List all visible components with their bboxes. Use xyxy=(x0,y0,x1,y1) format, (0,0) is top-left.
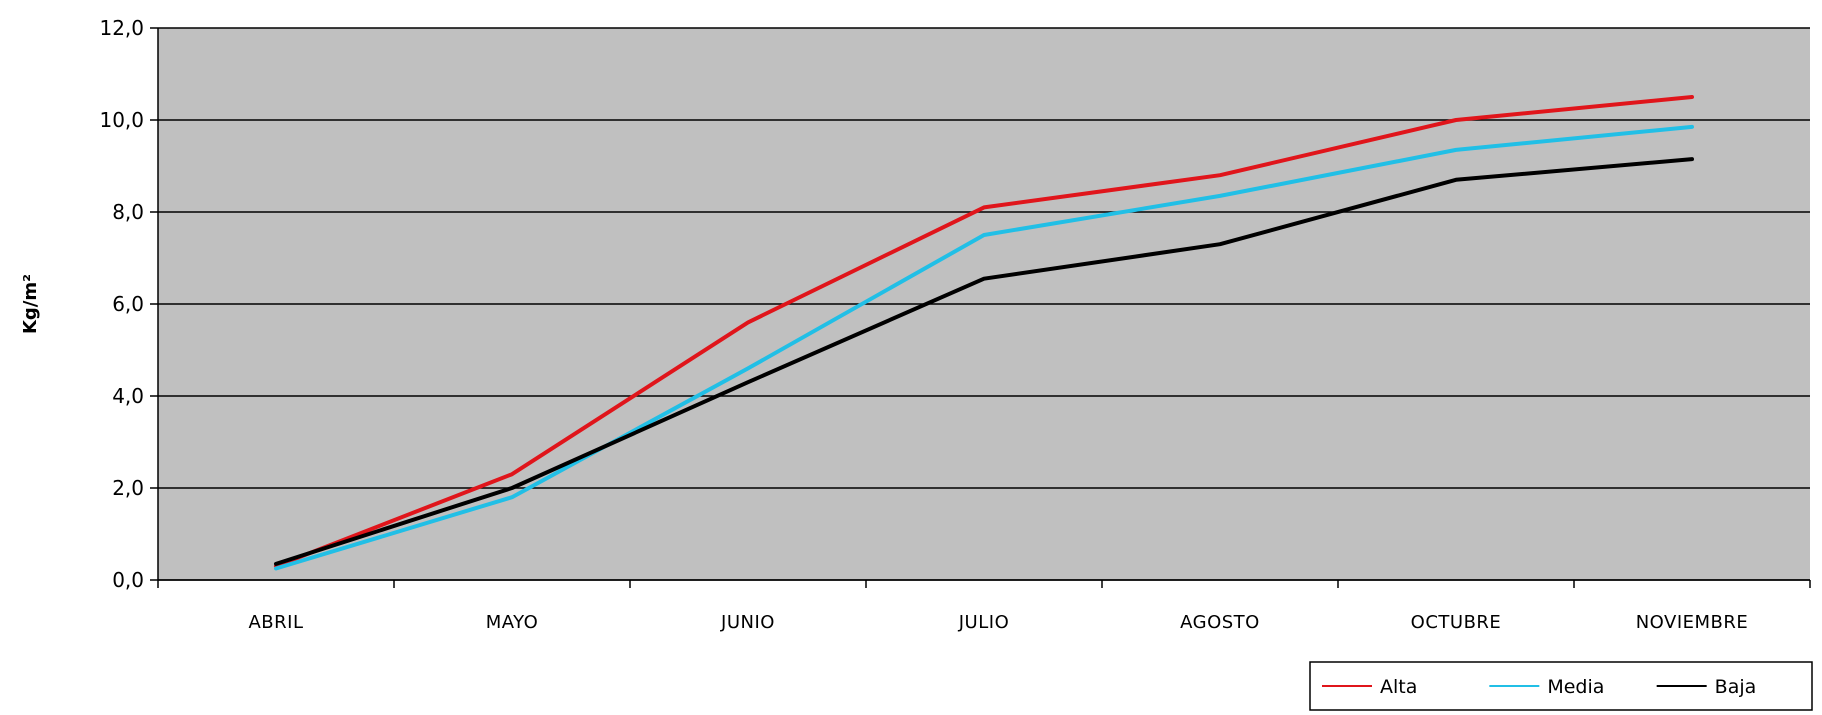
x-tick-label: OCTUBRE xyxy=(1411,612,1502,633)
x-tick-label: NOVIEMBRE xyxy=(1636,612,1749,633)
y-tick-label: 4,0 xyxy=(112,384,144,408)
y-tick-label: 0,0 xyxy=(112,568,144,592)
y-tick-label: 6,0 xyxy=(112,292,144,316)
x-tick-label: MAYO xyxy=(486,612,539,633)
x-tick-label: JULIO xyxy=(958,612,1010,633)
x-tick-label: JUNIO xyxy=(720,612,775,633)
x-axis-ticks: ABRIL MAYO JUNIO JULIO AGOSTO OCTUBRE NOVIEMBR… xyxy=(157,580,1811,633)
legend-label-media: Media xyxy=(1547,676,1604,698)
y-axis-label: Kg/m² xyxy=(20,274,41,334)
series-line-baja xyxy=(274,157,1694,566)
series-line-alta xyxy=(274,95,1694,569)
y-tick-label: 8,0 xyxy=(112,200,144,224)
legend-label-baja: Baja xyxy=(1715,676,1757,698)
series-lines xyxy=(274,95,1694,571)
y-tick-label: 2,0 xyxy=(112,476,144,500)
x-tick-label: AGOSTO xyxy=(1180,612,1260,633)
legend: Alta Media Baja xyxy=(1309,661,1813,711)
y-tick-label: 12,0 xyxy=(99,16,144,40)
legend-box xyxy=(1309,661,1813,711)
y-tick-label: 10,0 xyxy=(99,108,144,132)
series-line-media xyxy=(274,124,1694,571)
y-axis-ticks: 0,0 2,0 4,0 6,0 8,0 10,0 12,0 xyxy=(99,16,158,592)
x-tick-label: ABRIL xyxy=(248,612,303,633)
legend-label-alta: Alta xyxy=(1380,676,1417,698)
